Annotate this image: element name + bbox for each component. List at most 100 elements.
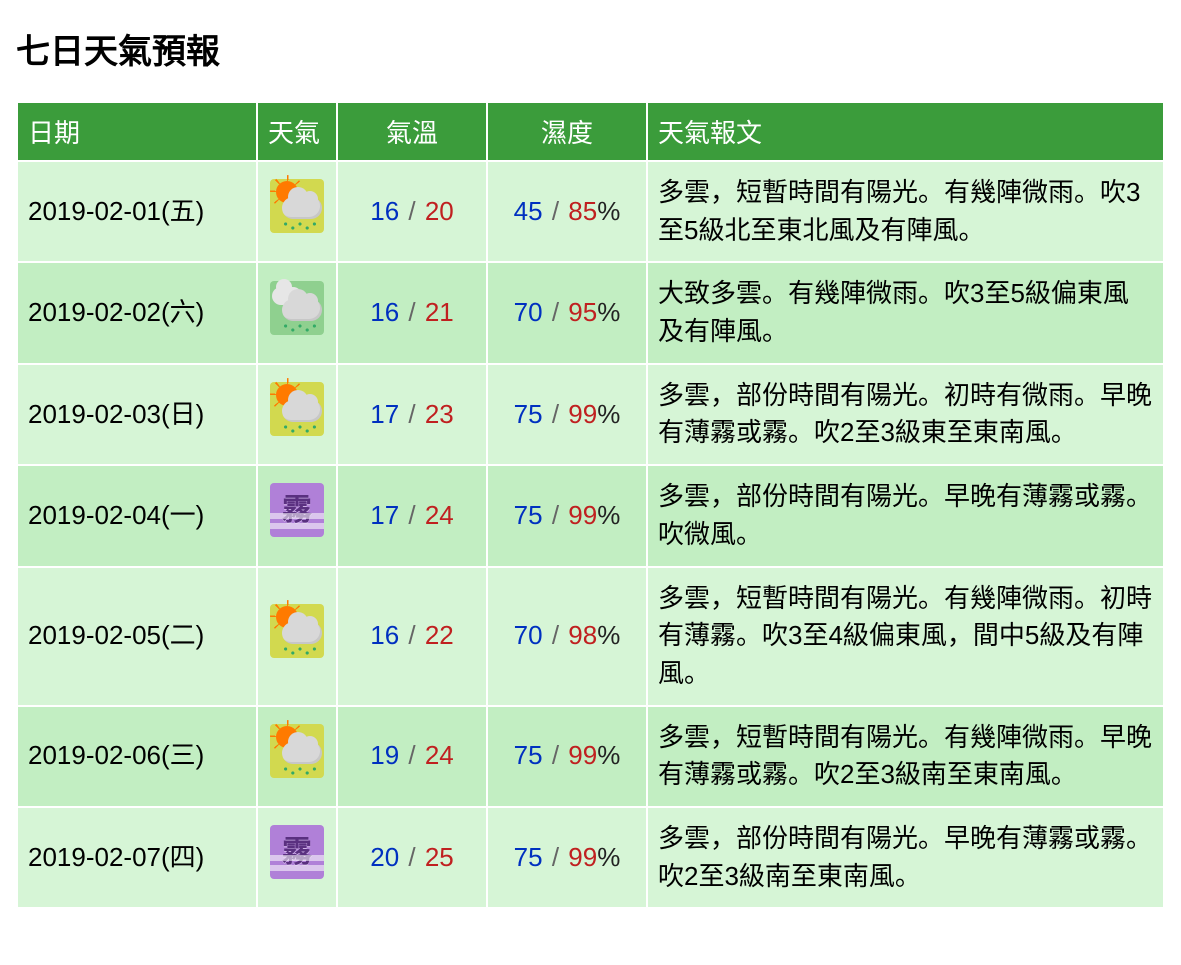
temp-low: 16	[370, 620, 399, 650]
col-header-date: 日期	[17, 102, 257, 161]
percent-sign: %	[597, 740, 620, 770]
fog-icon: 霧	[270, 483, 324, 537]
temp-low: 17	[370, 500, 399, 530]
humidity-high: 85	[568, 196, 597, 226]
temp-high: 25	[425, 842, 454, 872]
percent-sign: %	[597, 196, 620, 226]
table-row: 2019-02-04(一)霧17 / 2475 / 99%多雲，部份時間有陽光。…	[17, 465, 1164, 566]
temp-high: 22	[425, 620, 454, 650]
humidity-low: 75	[514, 399, 543, 429]
humidity-low: 45	[514, 196, 543, 226]
sun-cloud-rain-icon	[270, 604, 324, 658]
cell-humidity: 45 / 85%	[487, 161, 647, 262]
cell-date: 2019-02-03(日)	[17, 364, 257, 465]
table-header-row: 日期 天氣 氣溫 濕度 天氣報文	[17, 102, 1164, 161]
cell-temp: 16 / 21	[337, 262, 487, 363]
value-separator: /	[543, 297, 569, 327]
cell-humidity: 75 / 99%	[487, 807, 647, 908]
temp-high: 21	[425, 297, 454, 327]
col-header-weather: 天氣	[257, 102, 337, 161]
cell-temp: 19 / 24	[337, 706, 487, 807]
value-separator: /	[543, 842, 569, 872]
percent-sign: %	[597, 620, 620, 650]
value-separator: /	[543, 740, 569, 770]
cell-desc: 多雲，短暫時間有陽光。有幾陣微雨。吹3至5級北至東北風及有陣風。	[647, 161, 1164, 262]
cell-weather-icon	[257, 161, 337, 262]
value-separator: /	[399, 196, 425, 226]
cell-weather-icon	[257, 567, 337, 706]
cell-humidity: 75 / 99%	[487, 706, 647, 807]
cell-date: 2019-02-04(一)	[17, 465, 257, 566]
value-separator: /	[543, 399, 569, 429]
cell-desc: 多雲，部份時間有陽光。初時有微雨。早晚有薄霧或霧。吹2至3級東至東南風。	[647, 364, 1164, 465]
table-row: 2019-02-06(三)19 / 2475 / 99%多雲，短暫時間有陽光。有…	[17, 706, 1164, 807]
temp-low: 20	[370, 842, 399, 872]
value-separator: /	[399, 399, 425, 429]
humidity-low: 75	[514, 500, 543, 530]
value-separator: /	[543, 500, 569, 530]
cell-weather-icon: 霧	[257, 807, 337, 908]
cell-humidity: 75 / 99%	[487, 465, 647, 566]
cell-weather-icon: 霧	[257, 465, 337, 566]
cell-desc: 多雲，短暫時間有陽光。有幾陣微雨。早晚有薄霧或霧。吹2至3級南至東南風。	[647, 706, 1164, 807]
cell-date: 2019-02-02(六)	[17, 262, 257, 363]
col-header-desc: 天氣報文	[647, 102, 1164, 161]
col-header-temp: 氣溫	[337, 102, 487, 161]
humidity-high: 99	[568, 740, 597, 770]
percent-sign: %	[597, 842, 620, 872]
value-separator: /	[399, 500, 425, 530]
humidity-high: 98	[568, 620, 597, 650]
temp-high: 24	[425, 740, 454, 770]
table-row: 2019-02-05(二)16 / 2270 / 98%多雲，短暫時間有陽光。有…	[17, 567, 1164, 706]
page-title: 七日天氣預報	[16, 24, 1165, 73]
temp-low: 16	[370, 297, 399, 327]
humidity-high: 99	[568, 500, 597, 530]
value-separator: /	[543, 620, 569, 650]
cell-temp: 20 / 25	[337, 807, 487, 908]
cell-temp: 17 / 23	[337, 364, 487, 465]
cell-humidity: 70 / 95%	[487, 262, 647, 363]
humidity-low: 75	[514, 740, 543, 770]
value-separator: /	[399, 620, 425, 650]
cell-humidity: 75 / 99%	[487, 364, 647, 465]
cell-desc: 多雲，部份時間有陽光。早晚有薄霧或霧。吹微風。	[647, 465, 1164, 566]
col-header-humidity: 濕度	[487, 102, 647, 161]
temp-low: 17	[370, 399, 399, 429]
humidity-high: 99	[568, 842, 597, 872]
percent-sign: %	[597, 399, 620, 429]
humidity-high: 95	[568, 297, 597, 327]
temp-high: 20	[425, 196, 454, 226]
cell-date: 2019-02-06(三)	[17, 706, 257, 807]
percent-sign: %	[597, 297, 620, 327]
value-separator: /	[543, 196, 569, 226]
fog-icon: 霧	[270, 825, 324, 879]
table-row: 2019-02-02(六)16 / 2170 / 95%大致多雲。有幾陣微雨。吹…	[17, 262, 1164, 363]
humidity-low: 70	[514, 620, 543, 650]
cell-desc: 大致多雲。有幾陣微雨。吹3至5級偏東風及有陣風。	[647, 262, 1164, 363]
cell-temp: 16 / 20	[337, 161, 487, 262]
table-row: 2019-02-03(日)17 / 2375 / 99%多雲，部份時間有陽光。初…	[17, 364, 1164, 465]
sun-cloud-rain-icon	[270, 724, 324, 778]
cell-desc: 多雲，部份時間有陽光。早晚有薄霧或霧。吹2至3級南至東南風。	[647, 807, 1164, 908]
cell-date: 2019-02-01(五)	[17, 161, 257, 262]
cell-date: 2019-02-05(二)	[17, 567, 257, 706]
forecast-table: 日期 天氣 氣溫 濕度 天氣報文 2019-02-01(五)16 / 2045 …	[16, 101, 1165, 909]
humidity-low: 75	[514, 842, 543, 872]
sun-cloud-rain-icon	[270, 179, 324, 233]
cell-temp: 16 / 22	[337, 567, 487, 706]
humidity-high: 99	[568, 399, 597, 429]
cell-date: 2019-02-07(四)	[17, 807, 257, 908]
sun-cloud-rain-icon	[270, 382, 324, 436]
table-row: 2019-02-01(五)16 / 2045 / 85%多雲，短暫時間有陽光。有…	[17, 161, 1164, 262]
value-separator: /	[399, 842, 425, 872]
temp-high: 23	[425, 399, 454, 429]
cell-temp: 17 / 24	[337, 465, 487, 566]
table-row: 2019-02-07(四)霧20 / 2575 / 99%多雲，部份時間有陽光。…	[17, 807, 1164, 908]
value-separator: /	[399, 297, 425, 327]
cell-weather-icon	[257, 364, 337, 465]
cell-weather-icon	[257, 262, 337, 363]
cell-humidity: 70 / 98%	[487, 567, 647, 706]
temp-high: 24	[425, 500, 454, 530]
cell-desc: 多雲，短暫時間有陽光。有幾陣微雨。初時有薄霧。吹3至4級偏東風，間中5級及有陣風…	[647, 567, 1164, 706]
humidity-low: 70	[514, 297, 543, 327]
